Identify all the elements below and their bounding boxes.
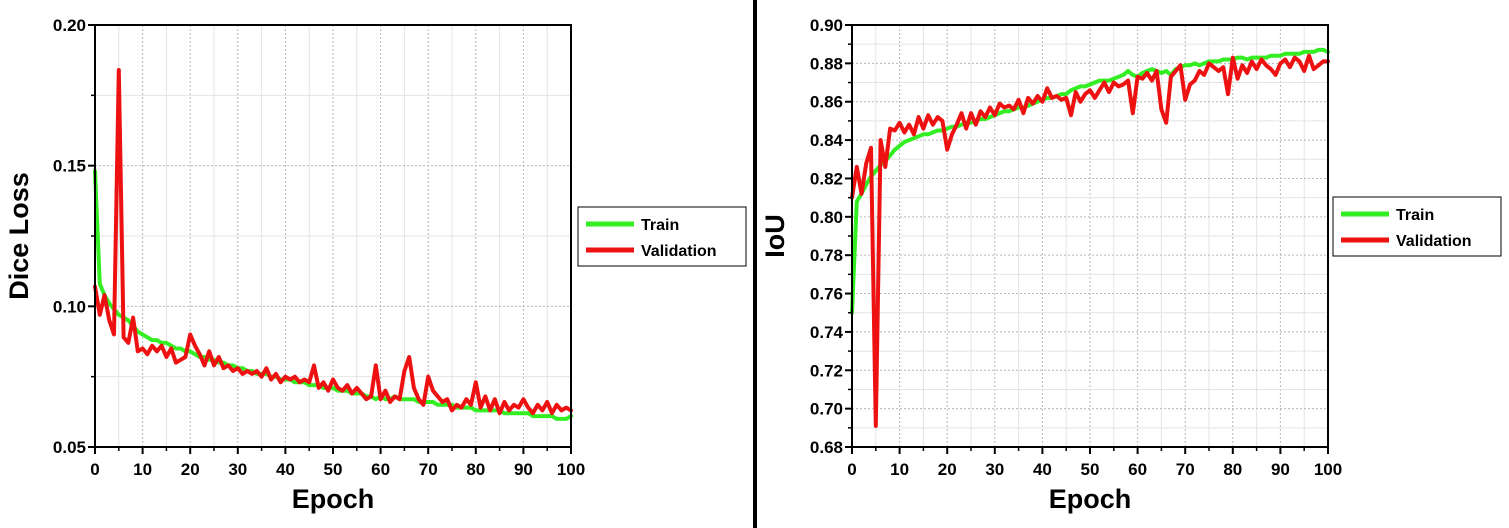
y-tick-label: 0.76 [810,285,843,304]
x-tick-label: 20 [938,460,957,479]
x-tick-label: 100 [1314,460,1342,479]
y-tick-label: 0.82 [810,169,843,188]
legend-box [577,206,747,267]
y-tick-label: 0.20 [53,16,86,35]
x-tick-label: 30 [985,460,1004,479]
x-tick-label: 70 [1176,460,1195,479]
legend-label-train: Train [1396,207,1434,224]
y-tick-label: 0.68 [810,438,843,457]
x-tick-label: 10 [133,460,152,479]
x-tick-label: 60 [371,460,390,479]
x-tick-label: 10 [890,460,909,479]
x-tick-label: 80 [1223,460,1242,479]
x-tick-label: 30 [228,460,247,479]
y-tick-label: 0.88 [810,54,843,73]
x-tick-label: 40 [276,460,295,479]
dice-loss-chart: 0 10 20 30 40 50 60 70 80 90 100 0.05 0.10 0.15 0.20 Ep… [4,16,747,514]
x-tick-label: 40 [1033,460,1052,479]
y-axis-title: IoU [760,214,790,258]
x-axis-title: Epoch [292,484,375,514]
x-tick-label: 90 [1271,460,1290,479]
legend-label-validation: Validation [1396,233,1472,250]
x-tick-label: 50 [324,460,343,479]
y-tick-label: 0.90 [810,16,843,35]
series-line-validation [850,53,1330,428]
y-tick-label: 0.10 [53,297,86,316]
y-tick-label: 0.05 [53,438,86,457]
y-tick-label: 0.84 [810,131,844,150]
x-tick-label: 50 [1081,460,1100,479]
x-tick-label: 20 [181,460,200,479]
legend-label-validation: Validation [641,243,717,260]
iou-chart: 0 10 20 30 40 50 60 70 80 90 100 0.68 0.70 0.72 0.74 0.… [760,16,1502,514]
legend-box [1332,196,1502,257]
y-tick-label: 0.15 [53,157,86,176]
y-tick-label: 0.80 [810,208,843,227]
y-tick-label: 0.72 [810,361,843,380]
y-tick-label: 0.70 [810,400,843,419]
x-tick-label: 0 [90,460,99,479]
x-tick-label: 80 [466,460,485,479]
y-tick-label: 0.78 [810,246,843,265]
x-tick-label: 70 [419,460,438,479]
x-tick-label: 0 [847,460,856,479]
series-line-train [850,47,1330,315]
series-line-validation [93,68,573,416]
x-tick-label: 100 [557,460,585,479]
y-axis-title: Dice Loss [4,172,34,300]
y-tick-label: 0.86 [810,93,843,112]
x-axis-title: Epoch [1049,484,1132,514]
x-tick-label: 90 [514,460,533,479]
y-tick-label: 0.74 [810,323,844,342]
x-tick-label: 60 [1128,460,1147,479]
legend-label-train: Train [641,217,679,234]
